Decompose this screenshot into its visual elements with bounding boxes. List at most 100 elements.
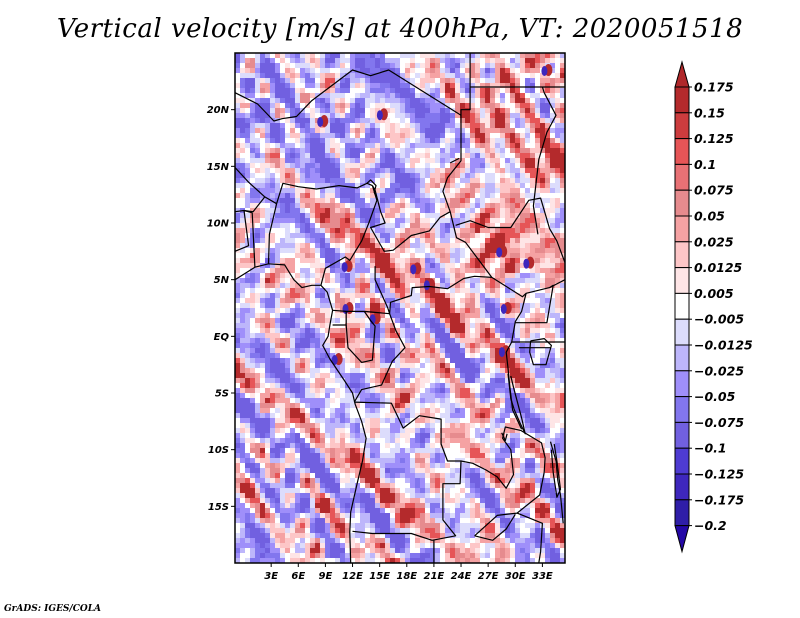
downdraft-cell [410, 264, 417, 275]
country-border [374, 266, 492, 315]
lon-tick-label: 33E [532, 571, 553, 582]
downdraft-cell [523, 258, 530, 269]
country-border [449, 157, 460, 164]
lon-tick-label: 21E [424, 571, 445, 582]
colorbar-band [674, 138, 690, 165]
lon-tick-label: 12E [342, 571, 363, 582]
lon-tick-label: 18E [396, 571, 417, 582]
country-border [529, 338, 552, 366]
downdraft-cell [496, 247, 503, 258]
downdraft-cell [341, 262, 348, 273]
lon-tick-label: 6E [291, 571, 305, 582]
colorbar-band [674, 473, 690, 501]
country-border [460, 87, 471, 116]
country-border [532, 86, 557, 235]
velocity-field [235, 53, 565, 563]
country-border [332, 309, 390, 315]
lon-tick-label: 9E [319, 571, 333, 582]
colorbar-label: −0.075 [694, 415, 744, 430]
colorbar-band [674, 86, 690, 114]
grads-credit: GrADS: IGES/COLA [4, 604, 102, 614]
colorbar-band [674, 421, 690, 449]
colorbar-band [674, 370, 690, 398]
country-border [507, 373, 526, 435]
country-border [235, 196, 266, 213]
country-border [345, 311, 376, 363]
latitude-axis: 20N 15N 10N 5N EQ 5S 10S 15S [207, 105, 235, 513]
colorbar-label: −0.05 [694, 389, 736, 404]
colorbar-band [674, 447, 690, 475]
downdraft-cell [342, 304, 349, 314]
lon-tick-label: 15E [369, 571, 390, 582]
colorbar-max-arrow [674, 60, 690, 88]
lat-tick-label: EQ [214, 332, 230, 343]
lon-tick-label: 3E [264, 571, 278, 582]
country-border [267, 203, 278, 264]
colorbar-band [674, 112, 690, 140]
downdraft-cell [423, 280, 430, 291]
lon-tick-label: 24E [451, 571, 472, 582]
colorbar-band [674, 499, 690, 527]
longitude-axis: 3E 6E 9E 12E 15E 18E 21E 24E 27E 30E 33E [264, 563, 553, 582]
colorbar-band [674, 318, 690, 346]
colorbar-band [674, 215, 690, 243]
colorbar-label: 0.075 [694, 183, 734, 198]
colorbar-band [674, 344, 690, 372]
colorbar-label: 0.025 [694, 234, 734, 249]
downdraft-cell [376, 110, 383, 121]
country-border [370, 185, 451, 252]
country-border [501, 432, 508, 442]
chart-title: Vertical velocity [m/s] at 400hPa, VT: 2… [56, 14, 744, 44]
colorbar-label: 0.175 [694, 80, 734, 95]
lat-tick-label: 5S [215, 389, 229, 400]
colorbar-label: 0.15 [694, 105, 725, 120]
downdraft-cell [498, 347, 505, 358]
country-border [455, 197, 565, 263]
country-border [549, 441, 564, 524]
country-border [550, 443, 562, 498]
country-border [474, 513, 516, 541]
country-border [460, 426, 546, 537]
colorbar-min-arrow [674, 525, 690, 554]
colorbar-band [674, 396, 690, 423]
colorbar-label: −0.125 [694, 467, 744, 482]
lat-tick-label: 15N [207, 162, 230, 173]
colorbar-band [674, 292, 690, 320]
country-border [320, 185, 378, 286]
country-border [353, 313, 406, 403]
lon-tick-label: 30E [505, 571, 526, 582]
colorbar-band [674, 189, 690, 217]
lat-tick-label: 5N [214, 275, 230, 286]
downdraft-cell [317, 117, 324, 127]
colorbar-label: −0.005 [694, 312, 744, 327]
colorbar-label: 0.0125 [694, 260, 743, 275]
lat-tick-label: 20N [207, 105, 230, 116]
downdraft-cell [500, 304, 507, 314]
country-border [366, 179, 379, 201]
colorbar-label: −0.1 [694, 441, 727, 456]
country-border [516, 512, 543, 563]
downdraft-cell [331, 355, 338, 365]
lat-tick-label: 10N [207, 219, 230, 230]
colorbar-label: −0.2 [694, 518, 727, 533]
lon-tick-label: 27E [478, 571, 499, 582]
country-border [235, 69, 565, 298]
country-border [235, 263, 334, 311]
downdraft-cell [541, 66, 548, 76]
map-frame [234, 52, 566, 564]
colorbar-band [674, 163, 690, 191]
colorbar-label: 0.125 [694, 131, 734, 146]
lat-tick-label: 10S [208, 445, 229, 456]
colorbar-label: −0.175 [694, 492, 744, 507]
colorbar-label: 0.005 [694, 286, 734, 301]
colorbar-label: 0.05 [694, 209, 725, 224]
colorbar-label: −0.0125 [694, 338, 753, 353]
country-border [352, 401, 462, 541]
colorbar-band [674, 241, 690, 269]
colorbar-label: 0.1 [694, 157, 716, 172]
country-borders [235, 53, 565, 563]
country-border [235, 167, 373, 205]
country-border [235, 210, 250, 252]
colorbar-band [674, 267, 690, 294]
